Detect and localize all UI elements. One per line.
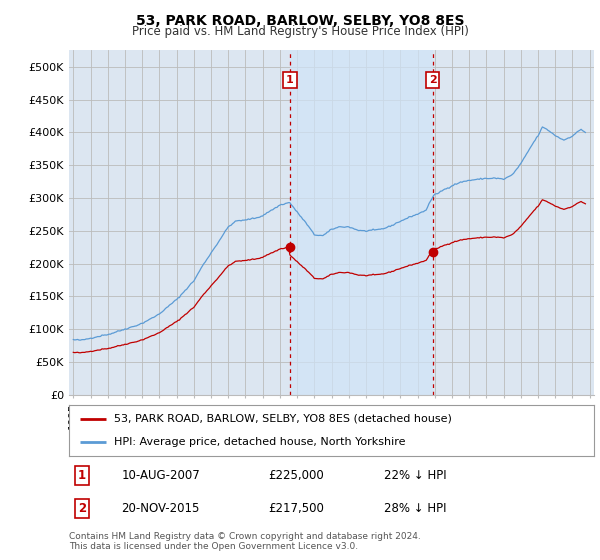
- Text: 1: 1: [286, 75, 294, 85]
- Text: 20-NOV-2015: 20-NOV-2015: [121, 502, 200, 515]
- Text: 1: 1: [78, 469, 86, 482]
- Bar: [290, 50, 433, 395]
- Text: 28% ↓ HPI: 28% ↓ HPI: [384, 502, 446, 515]
- Text: 2: 2: [429, 75, 437, 85]
- Text: £217,500: £217,500: [269, 502, 325, 515]
- Text: 53, PARK ROAD, BARLOW, SELBY, YO8 8ES: 53, PARK ROAD, BARLOW, SELBY, YO8 8ES: [136, 14, 464, 28]
- Text: 10-AUG-2007: 10-AUG-2007: [121, 469, 200, 482]
- Text: 53, PARK ROAD, BARLOW, SELBY, YO8 8ES (detached house): 53, PARK ROAD, BARLOW, SELBY, YO8 8ES (d…: [113, 414, 452, 424]
- Text: 22% ↓ HPI: 22% ↓ HPI: [384, 469, 446, 482]
- Text: HPI: Average price, detached house, North Yorkshire: HPI: Average price, detached house, Nort…: [113, 437, 405, 447]
- Text: Price paid vs. HM Land Registry's House Price Index (HPI): Price paid vs. HM Land Registry's House …: [131, 25, 469, 38]
- Text: £225,000: £225,000: [269, 469, 324, 482]
- Text: Contains HM Land Registry data © Crown copyright and database right 2024.
This d: Contains HM Land Registry data © Crown c…: [69, 532, 421, 552]
- Text: 2: 2: [78, 502, 86, 515]
